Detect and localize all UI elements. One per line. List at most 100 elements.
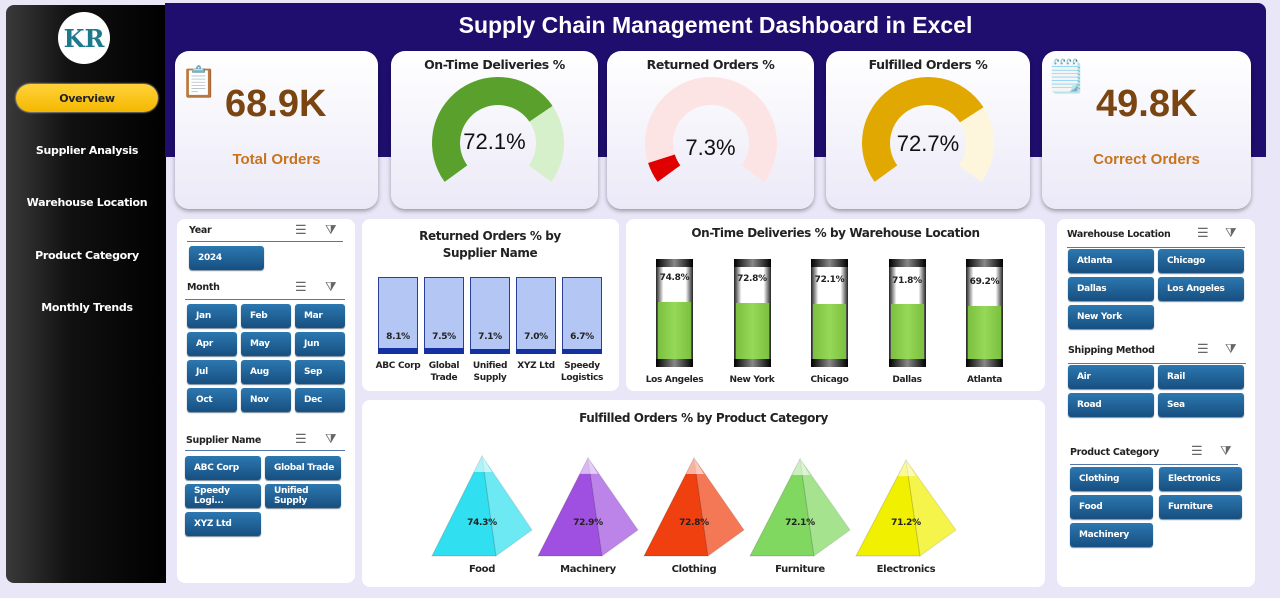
slicer-item[interactable]: Dallas xyxy=(1068,277,1154,301)
nav-product-category[interactable]: Product Category xyxy=(35,248,139,262)
slicer-item[interactable]: Jan xyxy=(187,304,237,328)
slicer-item[interactable]: Atlanta xyxy=(1068,249,1154,273)
kpi-label: Total Orders xyxy=(232,151,321,168)
clear-filter-icon[interactable]: ⧩ xyxy=(1225,225,1237,240)
slicer-item[interactable]: XYZ Ltd xyxy=(185,512,261,536)
data-label: 72.9% xyxy=(573,518,603,528)
slicer-item[interactable]: 2024 xyxy=(189,246,264,270)
slicer-item[interactable]: Chicago xyxy=(1158,249,1244,273)
gauge-title: Returned Orders % xyxy=(646,57,775,72)
page-title: Supply Chain Management Dashboard in Exc… xyxy=(458,12,973,38)
category-label: Chicago xyxy=(810,375,849,385)
kpi-correct-orders: 🗒️ 49.8K Correct Orders xyxy=(1042,51,1251,209)
category-label: XYZ Ltd xyxy=(517,361,555,371)
bar-cap xyxy=(888,359,926,367)
slicer-item[interactable]: Jun xyxy=(295,332,345,356)
chart-fulfilled-by-category: Fulfilled Orders % by Product Category 7… xyxy=(362,400,1045,587)
slicer-item[interactable]: Clothing xyxy=(1070,467,1153,491)
slicer-item[interactable]: Jul xyxy=(187,360,237,384)
pyramid-bar xyxy=(537,456,639,557)
slicer-item[interactable]: Los Angeles xyxy=(1158,277,1244,301)
slicer-item[interactable]: Nov xyxy=(241,388,291,412)
slicer-title-year: Year xyxy=(189,225,212,236)
data-label: 7.1% xyxy=(478,332,502,342)
nav-warehouse-location[interactable]: Warehouse Location xyxy=(26,195,148,209)
multi-select-icon[interactable]: ☰ xyxy=(1197,341,1209,356)
pyramid-bar xyxy=(749,457,851,557)
slicer-title-shipping: Shipping Method xyxy=(1068,345,1155,356)
bar-cap xyxy=(888,259,926,267)
multi-select-icon[interactable]: ☰ xyxy=(295,222,307,237)
data-label: 7.5% xyxy=(432,332,456,342)
data-label: 72.1% xyxy=(814,275,845,285)
bar-cap xyxy=(733,359,771,367)
pyramid-tip xyxy=(580,457,598,474)
slicer-item[interactable]: Unified Supply xyxy=(265,484,341,508)
kpi-value: 68.9K xyxy=(225,83,327,125)
gauge-value: 72.1% xyxy=(463,129,526,154)
data-label: 8.1% xyxy=(386,332,410,342)
clear-filter-icon[interactable]: ⧩ xyxy=(325,279,337,294)
bar xyxy=(516,348,556,354)
bar-cap xyxy=(811,259,848,267)
data-label: 72.1% xyxy=(785,518,815,528)
category-label: Clothing xyxy=(671,564,717,575)
slicer-item[interactable]: Mar xyxy=(295,304,345,328)
clear-filter-icon[interactable]: ⧩ xyxy=(325,431,337,446)
data-label: 71.8% xyxy=(892,276,922,286)
slicer-item[interactable]: Global Trade xyxy=(265,456,341,480)
slicer-item[interactable]: ABC Corp xyxy=(185,456,261,480)
slicer-title-supplier: Supplier Name xyxy=(186,435,261,446)
pyramid-tip xyxy=(792,458,810,475)
slicer-item[interactable]: Road xyxy=(1068,393,1154,417)
slicer-item[interactable]: Air xyxy=(1068,365,1154,389)
pyramid-side-face xyxy=(905,459,957,557)
slicer-item[interactable]: Oct xyxy=(187,388,237,412)
clear-filter-icon[interactable]: ⧩ xyxy=(1220,443,1232,458)
clear-filter-icon[interactable]: ⧩ xyxy=(325,222,337,237)
nav-overview[interactable]: Overview xyxy=(16,84,158,112)
slicer-item[interactable]: Apr xyxy=(187,332,237,356)
kpi-returned: Returned Orders % 7.3% xyxy=(607,51,814,209)
category-label: Food xyxy=(468,564,496,575)
clear-filter-icon[interactable]: ⧩ xyxy=(1225,341,1237,356)
slicer-item[interactable]: Dec xyxy=(295,388,345,412)
chart-title: Returned Orders % by Supplier Name xyxy=(419,229,561,260)
nav-monthly-trends[interactable]: Monthly Trends xyxy=(41,300,133,314)
nav-supplier-analysis[interactable]: Supplier Analysis xyxy=(35,143,139,157)
category-label: Los Angeles xyxy=(645,375,704,385)
slicer-item[interactable]: Aug xyxy=(241,360,291,384)
slicer-item[interactable]: Food xyxy=(1070,495,1153,519)
multi-select-icon[interactable]: ☰ xyxy=(1197,225,1209,240)
slicer-item[interactable]: Furniture xyxy=(1159,495,1242,519)
category-label: Speedy Logistics xyxy=(560,361,604,383)
multi-select-icon[interactable]: ☰ xyxy=(295,431,307,446)
slicer-item[interactable]: Sea xyxy=(1158,393,1244,417)
data-label: 74.3% xyxy=(467,518,497,528)
chart-on-time-by-warehouse: On-Time Deliveries % by Warehouse Locati… xyxy=(626,219,1045,391)
chart-title: Fulfilled Orders % by Product Category xyxy=(579,411,828,425)
gauge-title: Fulfilled Orders % xyxy=(868,57,988,72)
slicer-panel-right: Warehouse Location ☰ ⧩ Atlanta Chicago Dal… xyxy=(1057,219,1255,587)
multi-select-icon[interactable]: ☰ xyxy=(1191,443,1203,458)
category-label: ABC Corp xyxy=(375,361,421,371)
data-label: 72.8% xyxy=(737,274,767,284)
bar-cap xyxy=(966,359,1003,367)
gauge-on-time xyxy=(432,77,564,182)
slicer-item[interactable]: Electronics xyxy=(1159,467,1242,491)
slicer-item[interactable]: May xyxy=(241,332,291,356)
logo: KR xyxy=(58,12,110,64)
pyramid-bar xyxy=(855,458,957,557)
gauge-fulfilled xyxy=(862,77,994,182)
slicer-item[interactable]: New York xyxy=(1068,305,1154,329)
category-label: Electronics xyxy=(876,564,936,575)
slicer-item[interactable]: Feb xyxy=(241,304,291,328)
slicer-item[interactable]: Rail xyxy=(1158,365,1244,389)
pyramid-side-face xyxy=(587,457,639,557)
gauge-value: 72.7% xyxy=(896,131,960,156)
slicer-item[interactable]: Sep xyxy=(295,360,345,384)
bar-background xyxy=(562,277,602,354)
slicer-item[interactable]: Machinery xyxy=(1070,523,1153,547)
multi-select-icon[interactable]: ☰ xyxy=(295,279,307,294)
slicer-item[interactable]: Speedy Logi... xyxy=(185,484,261,508)
